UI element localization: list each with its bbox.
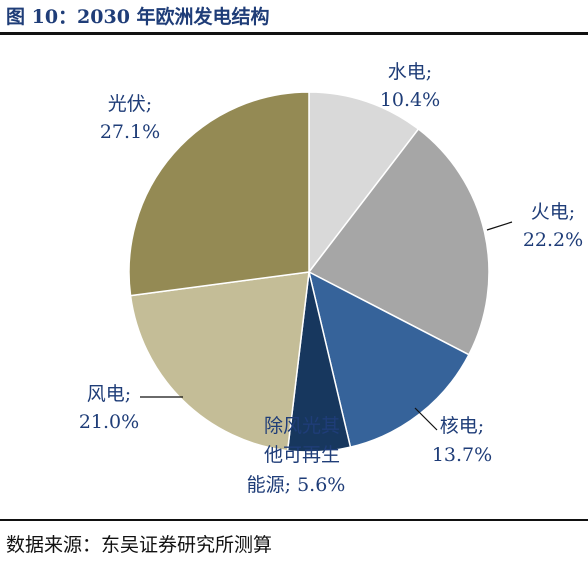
leader-lines [140,221,513,431]
slice-label-2-line-2: 22.2% [523,229,583,251]
slice-label-4-line-1: 除风光其 [264,415,340,437]
top-rule [0,32,588,35]
slice-label-1-line-2: 10.4% [380,89,440,111]
slice-label-4-line-3: 能源; 5.6% [247,474,346,496]
slice-label-2-line-1: 火电; [531,201,575,223]
pie-slice-6 [128,91,310,297]
slice-label-3-line-1: 核电; [440,415,484,437]
slice-label-1-line-1: 水电; [388,61,432,83]
slice-label-6-line-1: 光伏; [108,93,152,115]
slice-label-6-line-2: 27.1% [100,121,160,143]
pie-slice-3 [307,270,470,449]
leader-line-3 [414,407,438,431]
pie-slices [128,91,490,453]
slice-label-5-line-2: 21.0% [79,411,139,433]
figure-title: 图 10：2030 年欧洲发电结构 [6,6,270,28]
source-note: 数据来源：东吴证券研究所测算 [6,534,273,556]
bottom-rule [0,519,588,521]
slice-label-4-line-2: 他可再生 [264,444,340,466]
slice-label-3-line-2: 13.7% [432,444,492,466]
pie-slice-2 [307,128,490,356]
slice-label-5-line-1: 风电; [87,383,131,405]
pie-slice-1 [308,91,420,275]
leader-line-2 [486,221,513,231]
pie-slice-5 [129,271,310,452]
